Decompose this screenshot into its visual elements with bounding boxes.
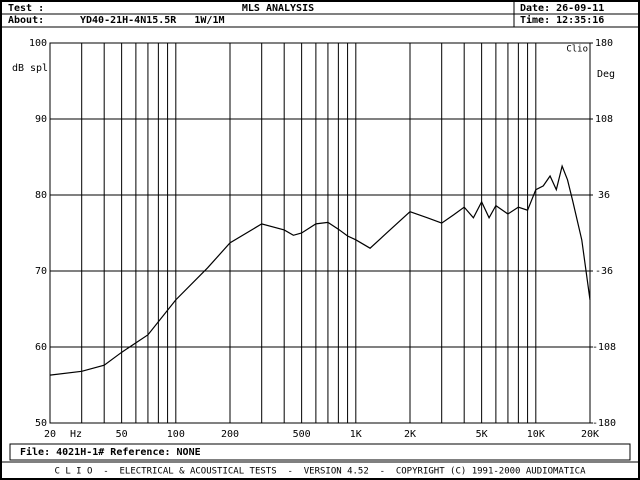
x-tick-label: 20 — [44, 429, 56, 440]
credits: C L I O - ELECTRICAL & ACOUSTICAL TESTS … — [54, 467, 586, 477]
y-tick-label: 100 — [29, 38, 47, 49]
x-tick-label: 10K — [527, 429, 545, 440]
x-label: Hz — [70, 429, 82, 440]
x-tick-label: 100 — [167, 429, 185, 440]
y-tick-label: 60 — [35, 342, 47, 353]
x-tick-label: 50 — [116, 429, 128, 440]
y2-tick-label: 108 — [595, 114, 613, 125]
corner-label: Clio — [566, 45, 588, 55]
plot-area — [49, 42, 591, 424]
response-curve — [49, 164, 591, 376]
y-tick-label: 90 — [35, 114, 47, 125]
y2-tick-label: 36 — [598, 190, 610, 201]
y-label: dB spl — [12, 63, 48, 74]
y2-tick-label: 180 — [595, 38, 613, 49]
x-tick-label: 500 — [293, 429, 311, 440]
x-tick-label: 1K — [350, 429, 362, 440]
y2-tick-label: -36 — [595, 266, 613, 277]
file-box — [9, 443, 631, 461]
y-tick-label: 80 — [35, 190, 47, 201]
about: YD40-21H-4N15.5R 1W/1M — [80, 15, 225, 26]
y2-label: Deg — [597, 69, 615, 80]
test-label: Test : — [8, 3, 44, 14]
x-tick-label: 5K — [476, 429, 488, 440]
about-label: About: — [8, 15, 44, 26]
date: Date: 26-09-11 — [520, 3, 604, 14]
x-tick-label: 20K — [581, 429, 599, 440]
x-tick-label: 2K — [404, 429, 416, 440]
y-tick-label: 50 — [35, 418, 47, 429]
file-info: File: 4021H-1# Reference: NONE — [20, 446, 201, 458]
title: MLS ANALYSIS — [242, 3, 314, 14]
y2-tick-label: -180 — [592, 418, 616, 429]
x-tick-label: 200 — [221, 429, 239, 440]
y-tick-label: 70 — [35, 266, 47, 277]
time: Time: 12:35:16 — [520, 14, 604, 26]
y2-tick-label: -108 — [592, 342, 616, 353]
